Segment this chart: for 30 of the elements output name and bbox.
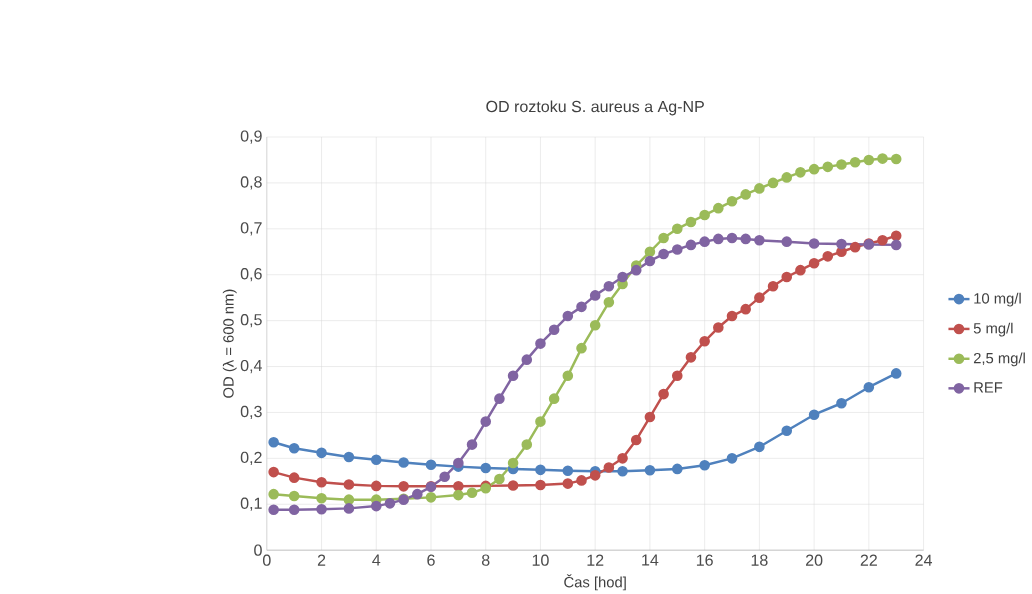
x-tick-label: 18 — [751, 554, 768, 566]
x-axis-title: Čas [hod] — [564, 574, 626, 591]
y-tick-label: 0,5 — [240, 313, 262, 328]
x-tick-label: 4 — [372, 554, 381, 566]
x-tick-label: 2 — [317, 554, 326, 566]
y-axis-title: OD (λ = 600 nm) — [222, 289, 237, 398]
x-tick-label: 24 — [915, 554, 933, 566]
y-tick-label: 0 — [254, 544, 262, 556]
x-tick-label: 16 — [696, 554, 713, 566]
y-tick-label: 0,4 — [240, 359, 262, 373]
chart-title: OD roztoku S. aureus a Ag-NP — [486, 100, 704, 116]
x-tick-label: 10 — [532, 554, 549, 566]
x-tick-label: 8 — [481, 554, 490, 566]
y-tick-label: 0,2 — [240, 451, 262, 465]
x-tick-label: 6 — [427, 554, 435, 566]
legend-label: REF — [974, 382, 1003, 393]
y-tick-label: 0,3 — [240, 405, 262, 419]
y-tick-label: 0,1 — [240, 497, 262, 511]
x-tick-label: 20 — [806, 554, 823, 566]
legend-label: 5 mg/l — [973, 322, 1013, 337]
x-tick-label: 0 — [262, 554, 271, 566]
x-tick-label: 14 — [642, 554, 659, 566]
x-tick-label: 12 — [587, 554, 604, 566]
y-tick-label: 0,9 — [240, 130, 262, 144]
legend-label: 2,5 mg/l — [973, 352, 1025, 367]
legend-label: 10 mg/l — [974, 292, 1021, 307]
y-tick-label: 0,8 — [240, 176, 262, 190]
x-tick-label: 22 — [860, 554, 877, 566]
y-tick-label: 0,6 — [240, 267, 262, 282]
y-tick-label: 0,7 — [240, 221, 262, 236]
